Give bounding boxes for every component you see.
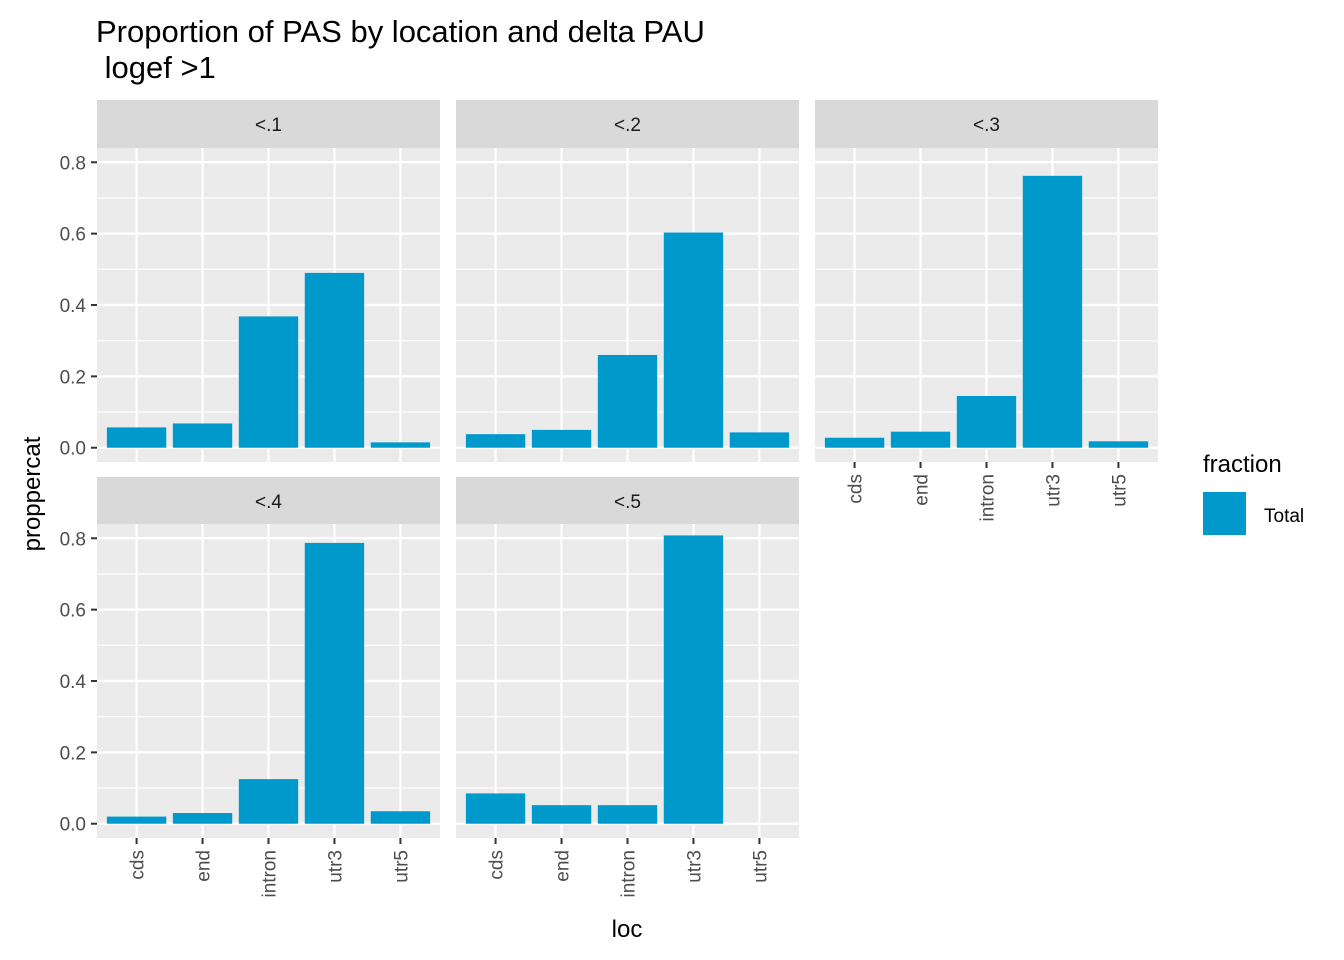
facet-1-bar-utr3 [304, 272, 365, 448]
facet-1-strip [97, 100, 440, 148]
facet-3-bar-utr3 [1022, 175, 1083, 448]
chart-title-line1: Proportion of PAS by location and delta … [96, 14, 705, 49]
facet-3: <.3 cds end intron utr3 utr5 [815, 100, 1158, 522]
facet-1-bar-cds [106, 427, 167, 448]
facet-4-bar-intron [238, 779, 299, 824]
facet-4-bar-cds [106, 816, 167, 824]
facet-1-y-tick-label: 0.4 [60, 296, 87, 317]
facet-4-x-tick-label-utr3: utr3 [325, 850, 346, 883]
facet-4-x-tick-label-cds: cds [128, 850, 149, 880]
facet-2-strip [456, 100, 799, 148]
facet-2-bar-cds [465, 434, 526, 448]
facet-1-bar-utr5 [370, 442, 431, 448]
facet-4-x-tick-label-utr5: utr5 [391, 850, 412, 883]
legend-title: fraction [1203, 451, 1282, 478]
facet-4-x-tick-label-end: end [194, 850, 215, 882]
legend-label-total: Total [1264, 506, 1304, 527]
facet-2-bar-intron [597, 354, 658, 448]
facet-1-y-tick-label: 0.6 [60, 225, 86, 246]
facet-3-x-tick-label-utr5: utr5 [1109, 474, 1130, 507]
facet-3-strip-label: <.3 [973, 115, 1000, 136]
facet-panels: <.1 0.0 0.2 0.4 0.6 0.8 <.2 <.3 cds end intron utr3… [60, 100, 1158, 898]
facet-1-bar-end [172, 423, 233, 448]
facet-4-bar-utr3 [304, 542, 365, 824]
facet-4-y-tick-label: 0.6 [60, 601, 86, 622]
facet-1-y-tick-label: 0.8 [60, 153, 86, 174]
facet-4-y-tick-label: 0.4 [60, 672, 87, 693]
facet-1-bar-intron [238, 316, 299, 448]
facet-4-strip-label: <.4 [255, 492, 282, 513]
facet-2: <.2 [456, 100, 799, 462]
facet-4-x-tick-label-intron: intron [260, 850, 281, 898]
facet-2-bar-utr5 [729, 432, 790, 448]
facet-4-bar-end [172, 813, 233, 824]
facet-1-y-tick-label: 0.0 [60, 439, 86, 460]
legend-key-total [1203, 492, 1246, 535]
facet-5-bar-intron [597, 805, 658, 824]
facet-5-x-tick-label-utr5: utr5 [750, 850, 771, 883]
facet-5: <.5 cds end intron utr3 utr5 [456, 477, 799, 898]
facet-4-strip [97, 477, 440, 525]
y-axis-title: proppercat [19, 436, 46, 551]
facet-3-strip [815, 100, 1158, 148]
facet-4-bar-utr5 [370, 811, 431, 824]
facet-2-strip-label: <.2 [614, 115, 641, 136]
facet-3-bar-end [890, 431, 951, 448]
facet-3-bar-utr5 [1088, 441, 1149, 448]
facet-4: <.4 0.0 0.2 0.4 0.6 0.8 cds end intron utr3 utr5 [60, 477, 440, 898]
facet-4-y-tick-label: 0.8 [60, 529, 86, 550]
facet-5-x-tick-label-cds: cds [487, 850, 508, 880]
facet-5-bar-utr3 [663, 535, 724, 824]
facet-1: <.1 0.0 0.2 0.4 0.6 0.8 [60, 100, 440, 462]
facet-3-x-tick-label-cds: cds [846, 474, 867, 504]
facet-5-bar-end [531, 805, 592, 824]
facet-4-y-tick-label: 0.2 [60, 743, 86, 764]
legend: fraction Total [1203, 451, 1304, 535]
facet-3-x-tick-label-intron: intron [978, 474, 999, 522]
facet-2-bar-utr3 [663, 232, 724, 448]
facet-5-strip-label: <.5 [614, 492, 641, 513]
facet-5-strip [456, 477, 799, 525]
facet-3-x-tick-label-end: end [912, 474, 933, 506]
facet-5-bar-cds [465, 793, 526, 824]
facet-3-bar-cds [824, 437, 885, 448]
facet-4-y-tick-label: 0.0 [60, 815, 86, 836]
facet-1-y-tick-label: 0.2 [60, 367, 86, 388]
facet-5-x-tick-label-utr3: utr3 [684, 850, 705, 883]
facet-3-x-tick-label-utr3: utr3 [1043, 474, 1064, 507]
chart-title-line2: logef >1 [96, 50, 216, 85]
facet-5-x-tick-label-intron: intron [619, 850, 640, 898]
facet-5-x-tick-label-end: end [553, 850, 574, 882]
facet-3-bar-intron [956, 395, 1017, 448]
x-axis-title: loc [612, 916, 643, 943]
facet-2-bar-end [531, 429, 592, 448]
facet-1-strip-label: <.1 [255, 115, 282, 136]
